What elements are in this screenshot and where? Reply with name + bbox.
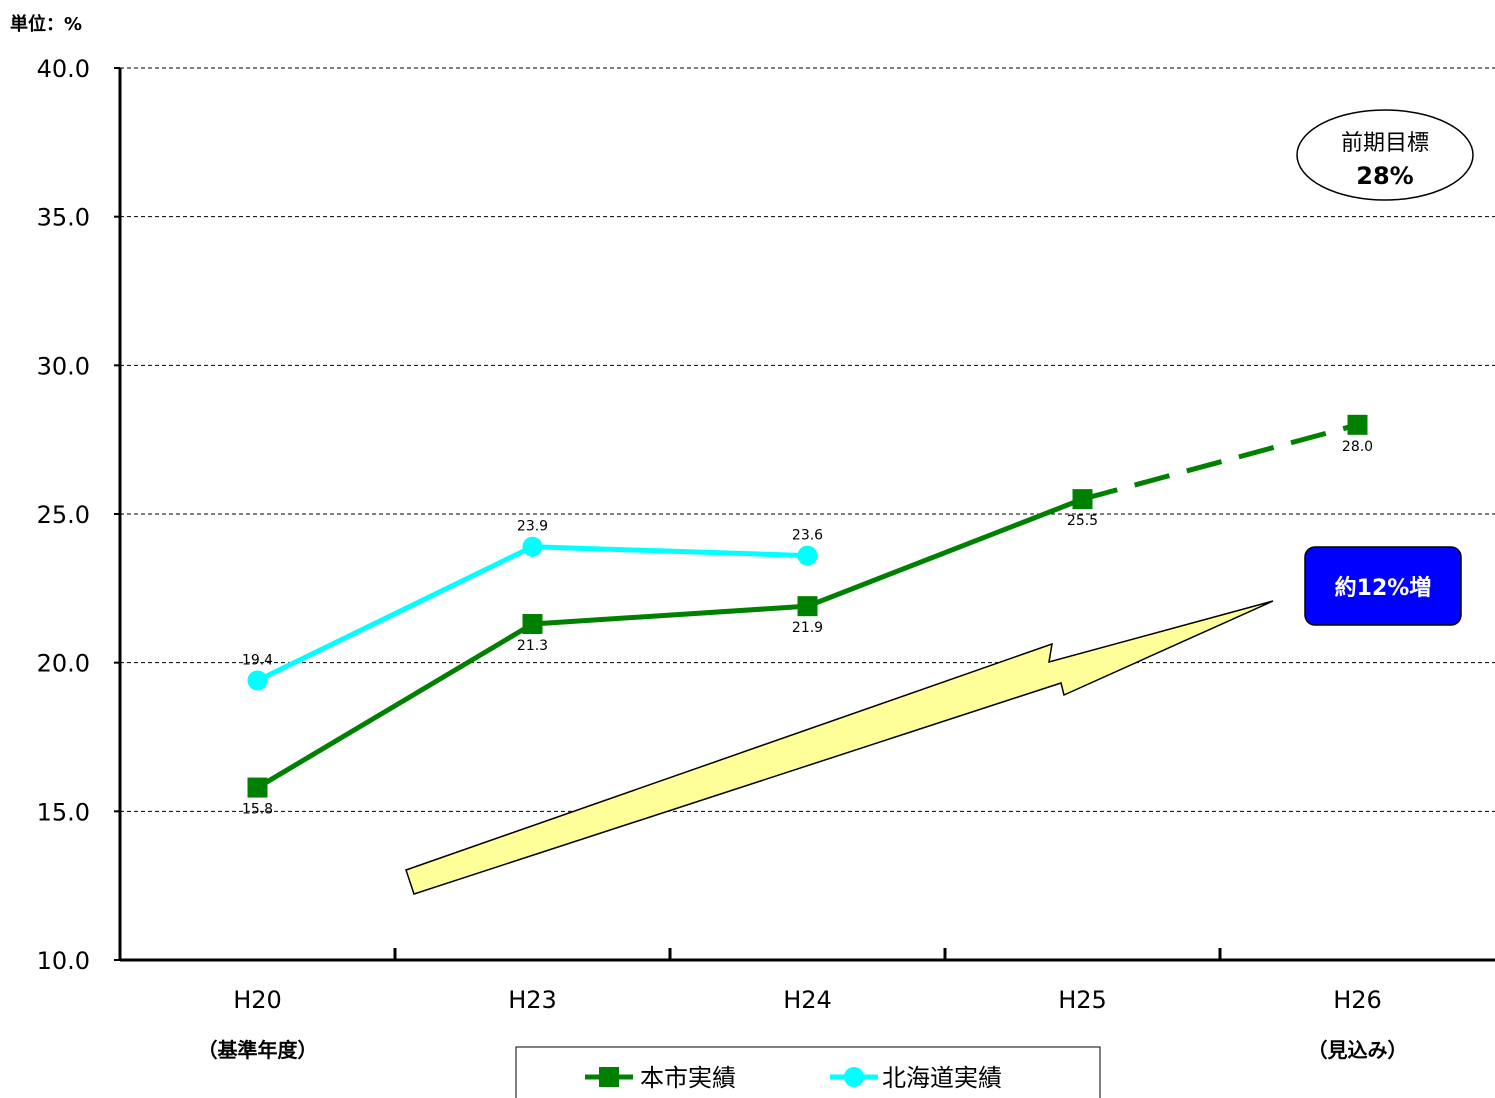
legend: 本市実績 北海道実績: [515, 1046, 1101, 1098]
increase-text: 約12%増: [1335, 575, 1432, 601]
legend-marker: [844, 1067, 864, 1087]
data-point: [797, 596, 818, 617]
data-label: 19.4: [242, 653, 273, 669]
series-honshi: 15.8 21.3 21.9 25.5 28.0: [242, 414, 1373, 818]
x-tick-note: （見込み）: [1308, 1038, 1408, 1062]
increase-arrow: [405, 600, 1274, 895]
y-tick-label: 30.0: [37, 352, 90, 380]
x-axis-ticks: H20 （基準年度） H23 H24 H25 H26 （見込み）: [198, 948, 1408, 1062]
series-layer: 19.4 23.9 23.6 15.8 21.3 21.9 25.5 28.0: [242, 414, 1373, 818]
increase-annotation: 約12%増: [1304, 546, 1462, 626]
series-hokkaido: 19.4 23.9 23.6: [242, 519, 823, 691]
series-line-segment: [1081, 422, 1359, 502]
unit-label: 単位：%: [10, 13, 82, 35]
data-label: 25.5: [1067, 513, 1098, 529]
data-label: 15.8: [242, 802, 273, 818]
y-tick-label: 35.0: [37, 204, 90, 232]
x-tick-label: H23: [508, 986, 557, 1014]
data-label: 21.9: [792, 620, 823, 636]
data-point: [797, 545, 818, 566]
legend-label: 本市実績: [640, 1064, 736, 1092]
y-tick-label: 10.0: [37, 947, 90, 975]
target-ellipse: [1296, 109, 1474, 201]
data-label: 28.0: [1342, 439, 1373, 455]
series-line-segment: [256, 621, 534, 790]
data-label: 23.9: [517, 519, 548, 535]
target-line2: 28%: [1356, 162, 1413, 190]
series-line-segment: [532, 544, 808, 559]
axes: [118, 68, 1495, 962]
increase-box: [1304, 546, 1462, 626]
data-point: [1347, 414, 1368, 435]
y-tick-label: 25.0: [37, 501, 90, 529]
grid-lines: [120, 67, 1495, 812]
legend-marker: [599, 1067, 619, 1087]
data-point: [522, 536, 543, 557]
data-point: [247, 777, 268, 798]
series-line-segment: [532, 603, 808, 627]
data-label: 21.3: [517, 638, 548, 654]
x-tick-label: H26: [1333, 986, 1382, 1014]
x-tick-label: H24: [783, 986, 832, 1014]
data-point: [1072, 489, 1093, 510]
y-tick-label: 20.0: [37, 650, 90, 678]
x-tick-label: H25: [1058, 986, 1107, 1014]
data-label: 23.6: [792, 528, 823, 544]
y-axis-ticks: 10.0 15.0 20.0 25.0 30.0 35.0 40.0: [37, 55, 120, 975]
x-tick-note: （基準年度）: [198, 1038, 318, 1062]
series-line-segment: [806, 496, 1084, 609]
legend-label: 北海道実績: [882, 1064, 1002, 1092]
y-tick-label: 40.0: [37, 55, 90, 83]
data-point: [247, 670, 268, 691]
y-tick-label: 15.0: [37, 798, 90, 826]
target-line1: 前期目標: [1341, 131, 1429, 156]
data-point: [522, 614, 543, 635]
target-annotation: 前期目標 28%: [1296, 109, 1474, 201]
x-tick-label: H20: [233, 986, 282, 1014]
series-line-segment: [256, 544, 534, 683]
